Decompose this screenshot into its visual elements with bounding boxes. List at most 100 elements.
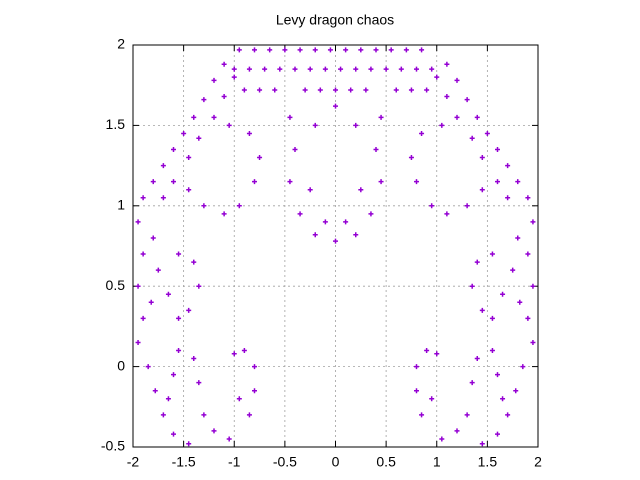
point <box>322 66 328 72</box>
point <box>201 203 207 209</box>
point <box>469 380 475 386</box>
point <box>231 74 237 80</box>
point <box>191 114 197 120</box>
point <box>246 66 252 72</box>
point <box>358 47 364 53</box>
point <box>388 47 394 53</box>
point <box>272 87 278 93</box>
point <box>150 179 156 185</box>
point <box>414 179 419 185</box>
point <box>236 396 242 402</box>
y-tick-label: 1.5 <box>106 116 126 132</box>
point <box>160 412 166 418</box>
point <box>515 235 521 241</box>
point <box>246 130 252 136</box>
x-tick-label: -0.5 <box>273 454 297 470</box>
point <box>338 66 344 72</box>
point <box>186 155 192 161</box>
point <box>231 66 237 72</box>
point <box>171 431 176 437</box>
point <box>211 428 217 434</box>
point <box>419 412 425 418</box>
point <box>292 147 298 153</box>
point <box>257 87 263 93</box>
point <box>408 155 414 161</box>
point <box>152 388 158 394</box>
point <box>140 195 146 201</box>
point <box>211 77 217 83</box>
point <box>246 412 252 418</box>
point <box>398 66 404 72</box>
point <box>221 93 227 99</box>
point <box>378 179 384 185</box>
point <box>252 179 257 185</box>
point <box>474 114 480 120</box>
x-tick-label: 0 <box>332 454 340 470</box>
point <box>424 348 430 354</box>
y-tick-label: 1 <box>117 197 125 213</box>
point <box>181 130 187 136</box>
point <box>525 315 531 321</box>
point <box>343 219 349 225</box>
point <box>145 364 151 370</box>
point <box>165 291 171 297</box>
point <box>434 74 440 80</box>
x-tick-label: 2 <box>534 454 542 470</box>
point <box>150 235 156 241</box>
point <box>241 348 247 354</box>
point <box>383 66 389 72</box>
point <box>171 372 176 378</box>
point <box>489 251 495 257</box>
x-tick-label: -2 <box>127 454 140 470</box>
point <box>231 351 237 357</box>
point <box>327 47 333 53</box>
point <box>419 130 425 136</box>
point <box>495 431 500 437</box>
chart-title: Levy dragon chaos <box>276 12 394 28</box>
point <box>201 97 207 103</box>
point <box>312 122 318 128</box>
point <box>505 163 511 169</box>
point <box>530 219 536 225</box>
point <box>221 61 227 67</box>
point <box>429 203 435 209</box>
point <box>353 66 359 72</box>
point <box>393 87 399 93</box>
point <box>479 187 485 193</box>
point <box>353 122 359 128</box>
point <box>171 147 176 153</box>
point <box>236 47 242 53</box>
point <box>257 155 263 161</box>
point <box>403 47 409 53</box>
point <box>500 291 506 297</box>
point <box>297 211 303 217</box>
point <box>287 114 293 120</box>
point <box>530 339 536 345</box>
point <box>292 66 298 72</box>
point <box>454 428 460 434</box>
point <box>252 364 257 370</box>
point <box>312 47 318 53</box>
point <box>333 103 338 109</box>
point <box>489 348 495 354</box>
point <box>439 122 445 128</box>
x-tick-label: 1.5 <box>478 454 498 470</box>
point <box>429 66 435 72</box>
point <box>262 66 268 72</box>
point <box>196 135 202 141</box>
point <box>474 259 480 265</box>
point <box>373 47 379 53</box>
point <box>307 66 313 72</box>
point <box>348 87 354 93</box>
x-tick-label: 1 <box>433 454 441 470</box>
point <box>282 47 288 53</box>
point <box>368 66 374 72</box>
point <box>186 441 192 447</box>
point <box>196 283 202 289</box>
point <box>454 114 460 120</box>
point <box>414 388 419 394</box>
point <box>176 348 182 354</box>
point <box>479 307 485 313</box>
point <box>464 412 470 418</box>
